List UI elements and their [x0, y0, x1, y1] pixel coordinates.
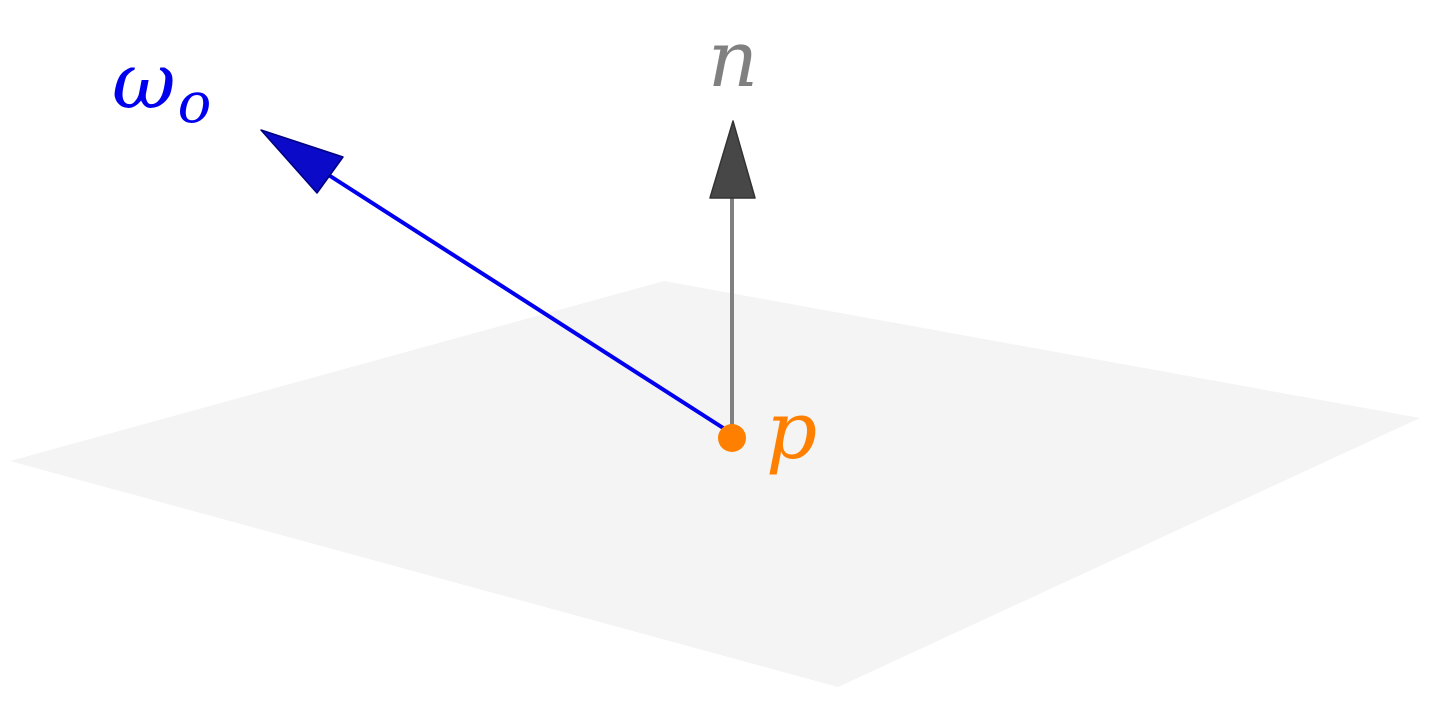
surface-point: [718, 424, 746, 452]
outgoing-direction-label: ωo: [112, 37, 211, 136]
surface-plane: [10, 281, 1420, 687]
point-label: p: [766, 384, 817, 477]
outgoing-direction-subscript: o: [178, 71, 212, 136]
normal-arrowhead: [709, 120, 756, 199]
normal-label: n: [708, 15, 758, 105]
outgoing-direction-arrowhead: [260, 129, 344, 194]
outgoing-direction-symbol: ω: [112, 37, 176, 127]
outgoing-direction-shaft: [325, 172, 733, 435]
